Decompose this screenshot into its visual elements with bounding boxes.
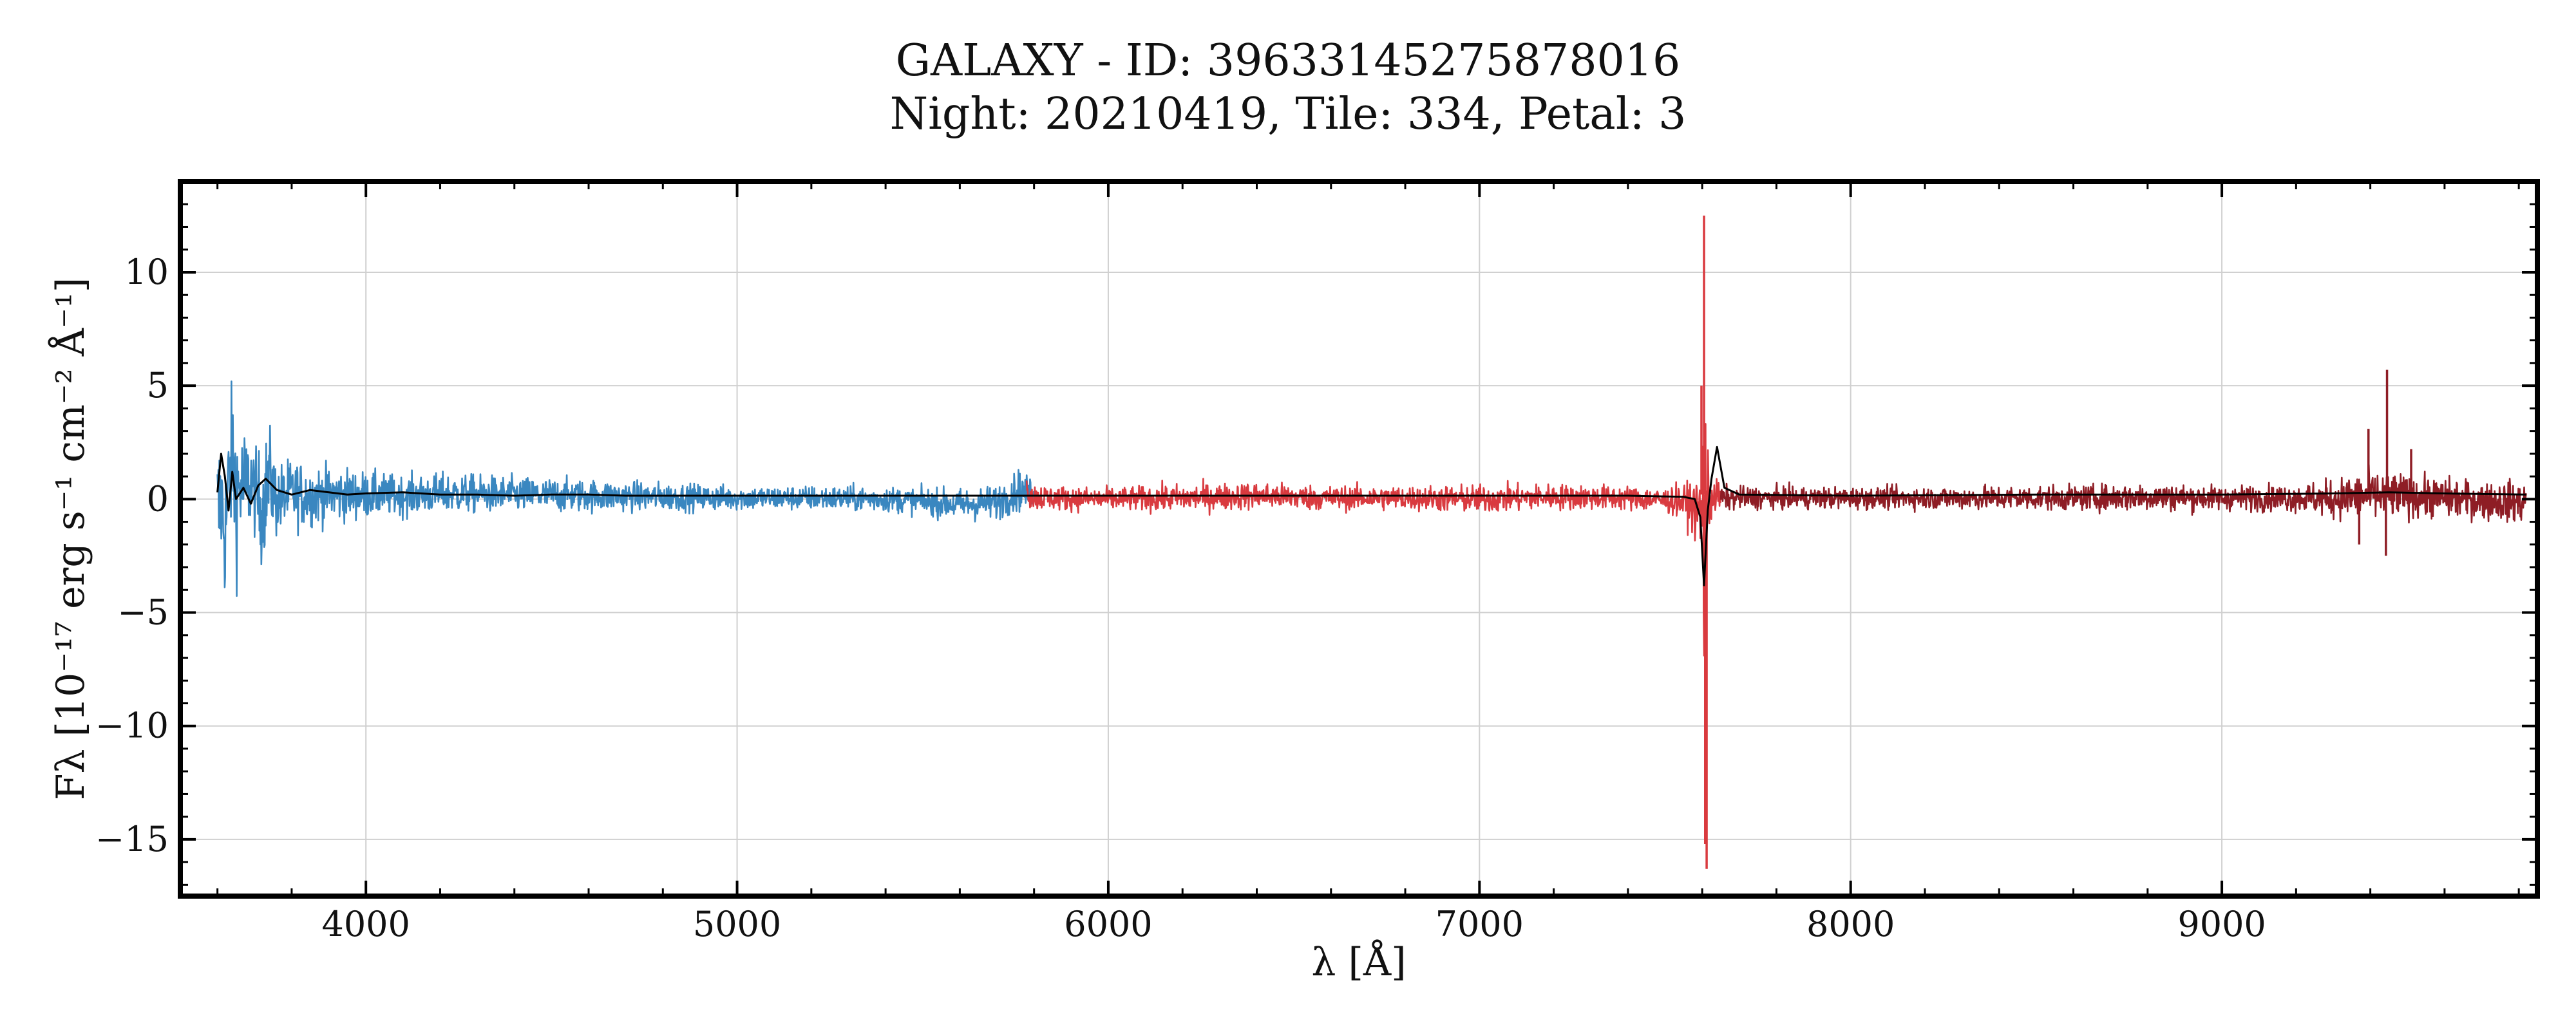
y-tick-label: 0 [147,478,169,519]
y-tick-label: −10 [95,706,169,746]
tick-labels: 4000 5000 6000 7000 8000 9000 10 5 0 −5 −10 −15 [95,252,2266,944]
x-tick-label: 9000 [2177,904,2266,944]
x-tick-label: 8000 [1806,904,1895,944]
model-line [216,445,2526,586]
x-tick-label: 4000 [321,904,410,944]
y-axis-label: Fλ [10⁻¹⁷ erg s⁻¹ cm⁻² Å⁻¹] [48,277,93,800]
plot-frame [178,179,2540,899]
y-tick-label: 5 [147,365,169,406]
axis-ticks [180,182,2537,896]
y-tick-label: −5 [117,592,169,633]
spectrum-series-1 [216,380,1035,597]
x-tick-label: 6000 [1064,904,1152,944]
x-tick-label: 5000 [693,904,781,944]
chart-subtitle: Night: 20210419, Tile: 334, Petal: 3 [889,89,1687,140]
y-tick-label: 10 [124,252,169,292]
spectrum-series-2 [1025,423,1721,698]
y-tick-label: −15 [95,819,169,859]
x-tick-label: 7000 [1435,904,1524,944]
x-axis-label: λ [Å] [1311,939,1406,985]
grid-lines [180,182,2537,896]
spectrum-series [216,215,2527,869]
chart-title: GALAXY - ID: 39633145275878016 [895,35,1681,86]
